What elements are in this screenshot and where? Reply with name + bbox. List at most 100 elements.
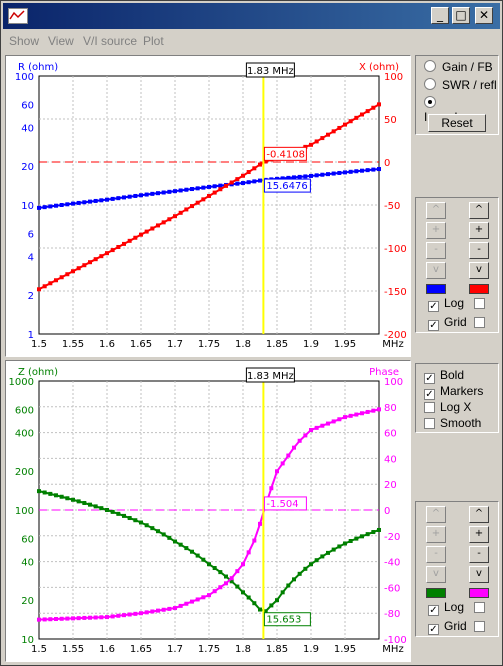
series-marker-1 [207, 593, 211, 598]
radio-swr-refl[interactable] [424, 78, 436, 90]
series-marker-1 [348, 413, 353, 418]
top-grid-checkbox[interactable]: ✓ Grid [428, 315, 467, 331]
y-left-tick-label: 10 [21, 635, 34, 646]
reset-button[interactable]: Reset [428, 114, 486, 132]
phase-color-swatch[interactable] [469, 588, 489, 598]
series-marker-0 [360, 534, 364, 539]
series-marker-0 [241, 590, 245, 595]
mode-swr-refl[interactable]: SWR / refl [424, 78, 497, 92]
z-phase-chart[interactable]: 1.5 1.55 1.6 1.65 1.7 1.75 1.8 1.85 1.9 1.95 MHz 10… [6, 361, 410, 661]
menu-vi-source[interactable]: V/I source [83, 34, 138, 48]
right-readout: -1.504 [266, 499, 298, 510]
right-down-button-2[interactable]: v [469, 566, 489, 583]
left-up-button-2[interactable]: ^ [426, 506, 446, 523]
bottom-grid-right-checkbox[interactable] [474, 621, 485, 632]
bold-checkbox[interactable]: ✓ Bold [424, 368, 464, 384]
series-marker-1 [195, 597, 200, 602]
series-marker-1 [37, 287, 41, 292]
smooth-checkbox[interactable]: Smooth [424, 416, 481, 430]
right-readout-box [263, 146, 307, 161]
top-grid-right-checkbox[interactable] [474, 317, 485, 328]
series-marker-1 [156, 608, 160, 613]
r-color-swatch[interactable] [426, 284, 446, 294]
x-color-swatch[interactable] [469, 284, 489, 294]
series-marker-1 [280, 461, 285, 466]
series-marker-1 [190, 204, 194, 209]
right-minus-button[interactable]: - [469, 242, 489, 259]
cursor-label: 1.83 MHz [247, 66, 294, 77]
left-plus-button-2[interactable]: + [426, 526, 446, 543]
left-plus-button[interactable]: + [426, 222, 446, 239]
series-marker-0 [348, 169, 353, 174]
x-tick-label: 1.55 [62, 644, 84, 655]
right-minus-button-2[interactable]: - [469, 546, 489, 563]
series-marker-0 [252, 179, 257, 184]
mode-gain-fb[interactable]: Gain / FB [424, 60, 493, 74]
smooth-label: Smooth [440, 416, 482, 430]
series-marker-0 [48, 491, 53, 496]
series-marker-1 [337, 125, 342, 130]
y-left-tick-label: 10 [21, 201, 34, 212]
menu-show[interactable]: Show [9, 34, 40, 48]
series-marker-0 [286, 583, 291, 588]
top-log-right-checkbox[interactable] [474, 298, 485, 309]
left-up-button[interactable]: ^ [426, 202, 446, 219]
series-marker-1 [224, 581, 228, 586]
series-marker-0 [139, 520, 143, 525]
y-left-tick-label: 20 [21, 596, 34, 607]
left-down-button[interactable]: v [426, 262, 446, 279]
maximize-button[interactable]: □ [452, 7, 470, 24]
series-marker-1 [241, 562, 245, 567]
y-right-tick-label: -200 [384, 330, 407, 341]
series-marker-0 [190, 187, 194, 192]
series-marker-0 [133, 518, 138, 523]
left-minus-button-2[interactable]: - [426, 546, 446, 563]
mode-group: Gain / FB SWR / refl Impedance Reset [415, 55, 499, 135]
series-marker-0 [133, 193, 138, 198]
right-down-button[interactable]: v [469, 262, 489, 279]
z-color-swatch[interactable] [426, 588, 446, 598]
left-minus-button[interactable]: - [426, 242, 446, 259]
right-up-button[interactable]: ^ [469, 202, 489, 219]
markers-checkbox[interactable]: ✓ Markers [424, 384, 483, 400]
check-icon: ✓ [428, 301, 439, 312]
top-log-checkbox[interactable]: ✓ Log [428, 296, 464, 312]
series-marker-1 [212, 589, 217, 594]
y-left-tick-label: 4 [28, 252, 34, 263]
x-axis-label: MHz [382, 339, 403, 350]
bottom-log-checkbox[interactable]: ✓ Log [428, 600, 464, 616]
left-readout: 15.6476 [266, 181, 307, 192]
menu-plot[interactable]: Plot [143, 34, 164, 48]
menu-view[interactable]: View [48, 34, 74, 48]
radio-gain-fb[interactable] [424, 60, 436, 72]
app-icon[interactable] [8, 8, 28, 24]
series-marker-1 [184, 207, 189, 212]
series-marker-0 [99, 506, 104, 511]
title-bar[interactable]: _ □ ✕ [3, 3, 500, 29]
bottom-log-right-checkbox[interactable] [474, 602, 485, 613]
series-marker-1 [139, 232, 143, 237]
minimize-button[interactable]: _ [431, 7, 449, 24]
series-marker-0 [93, 198, 98, 203]
series-marker-1 [309, 428, 313, 433]
right-plus-button[interactable]: + [469, 222, 489, 239]
right-plus-button-2[interactable]: + [469, 526, 489, 543]
series-marker-1 [326, 132, 330, 137]
bottom-grid-checkbox[interactable]: ✓ Grid [428, 619, 467, 635]
series-marker-1 [201, 197, 206, 202]
right-up-button-2[interactable]: ^ [469, 506, 489, 523]
series-marker-0 [320, 172, 325, 177]
series-marker-0 [218, 570, 223, 575]
close-button[interactable]: ✕ [475, 7, 493, 24]
left-down-button-2[interactable]: v [426, 566, 446, 583]
y-right-tick-label: 0 [384, 506, 390, 517]
series-marker-0 [235, 584, 240, 589]
series-marker-1 [99, 615, 104, 620]
x-tick-label: 1.8 [235, 644, 251, 655]
radio-impedance[interactable] [424, 96, 436, 108]
series-marker-1 [235, 177, 240, 182]
rx-chart[interactable]: 1.5 1.55 1.6 1.65 1.7 1.75 1.8 1.85 1.9 1.95 MHz10… [6, 56, 410, 356]
series-marker-1 [65, 272, 70, 277]
logx-checkbox[interactable]: Log X [424, 400, 471, 414]
series-marker-1 [371, 408, 376, 413]
